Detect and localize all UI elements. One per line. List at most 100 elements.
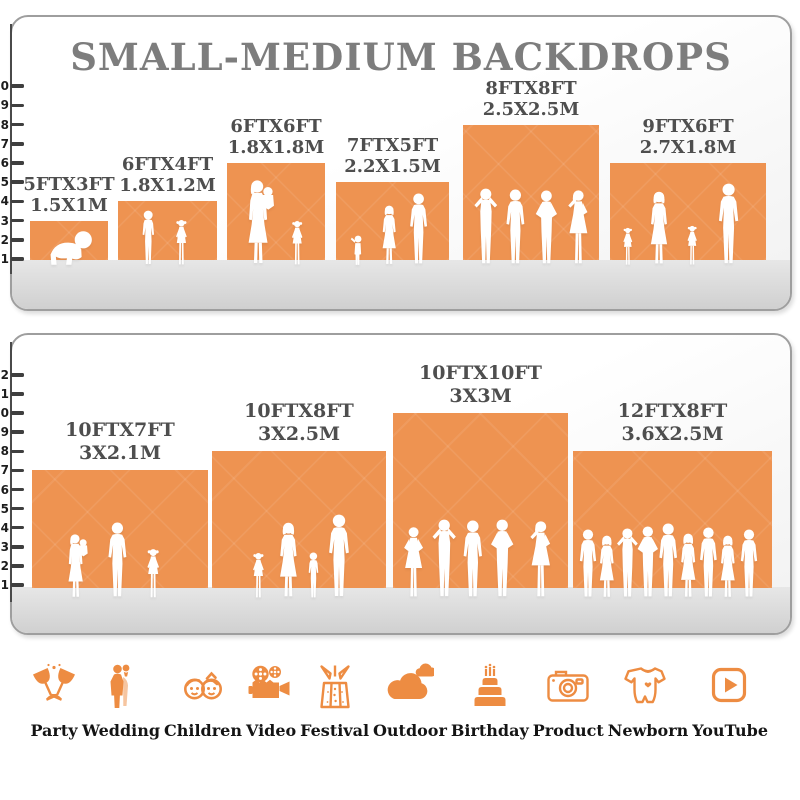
woman-carrying-child-silhouette — [68, 534, 88, 597]
woman-silhouette — [650, 191, 668, 264]
scale-tick-label: 10 — [0, 406, 9, 421]
backdrop-size-label: 10FTX7FT 3X2.1M — [65, 419, 175, 465]
backdrop-size-label: 10FTX10FT 3X3M — [419, 362, 542, 408]
festival-icon — [319, 665, 350, 709]
woman-silhouette — [382, 205, 396, 264]
scale-tick-mark — [11, 161, 24, 165]
scale-tick-label: 9 — [0, 425, 9, 440]
category-glyph — [706, 658, 754, 714]
category-label: Party — [30, 721, 78, 740]
woman-silhouette — [279, 522, 297, 597]
birthday-icon — [474, 663, 506, 706]
scale-tick-mark — [11, 142, 24, 146]
scale-tick-label: 3 — [0, 539, 9, 554]
girl-silhouette — [147, 549, 159, 598]
girl-silhouette — [175, 220, 187, 265]
scale-tick-mark — [11, 392, 24, 396]
man-silhouette — [719, 183, 739, 264]
newborn-icon — [624, 667, 666, 704]
page-title: SMALL-MEDIUM BACKDROPS — [70, 35, 732, 79]
scale-tick-label: 12 — [0, 367, 9, 382]
man-hands-on-hips-silhouette — [490, 519, 514, 597]
man-silhouette — [410, 193, 428, 264]
scale-tick-label: 3 — [0, 213, 9, 228]
scale-tick-mark — [11, 411, 24, 415]
girl-silhouette — [687, 225, 697, 265]
girl-silhouette — [291, 221, 303, 265]
scale-tick-mark — [11, 506, 24, 511]
category-party: Party — [30, 658, 78, 740]
size-meters-text: 3X2.5M — [257, 423, 341, 446]
scale-tick-label: 2 — [0, 558, 9, 573]
size-feet-text: 10FTX8FT — [244, 400, 354, 423]
scale-tick-label: 4 — [0, 520, 9, 535]
scale-tick-label: 1 — [0, 252, 9, 266]
category-label: Video — [245, 721, 297, 740]
category-label: Festival — [300, 721, 370, 740]
size-meters-text: 2.5X2.5M — [482, 98, 580, 120]
size-meters-text: 3X3M — [449, 385, 512, 408]
video-icon — [248, 665, 290, 698]
man-silhouette — [329, 514, 349, 597]
size-feet-text: 6FTX6FT — [230, 116, 322, 137]
scale-tick-mark — [11, 583, 24, 587]
size-meters-text: 1.8X1.2M — [119, 175, 216, 197]
category-glyph — [386, 658, 434, 714]
scale-ruler-line — [10, 342, 12, 602]
scale-tick-mark — [11, 122, 24, 127]
backdrop-bar — [118, 201, 217, 260]
scale-tick-label: 6 — [0, 156, 9, 170]
category-children: Children — [164, 658, 242, 740]
category-youtube: YouTube — [692, 658, 768, 740]
size-feet-text: 10FTX7FT — [65, 419, 175, 442]
category-glyph — [544, 658, 592, 714]
size-feet-text: 9FTX6FT — [642, 116, 734, 137]
size-feet-text: 7FTX5FT — [346, 135, 439, 157]
product-icon — [547, 670, 589, 702]
category-glyph — [466, 658, 514, 714]
category-label: Newborn — [607, 721, 689, 740]
woman-hands-on-hips-silhouette — [404, 527, 424, 597]
panel-floor — [12, 587, 790, 633]
scale-tick-mark — [11, 218, 24, 223]
man-silhouette — [506, 189, 524, 264]
scale-tick-mark — [11, 564, 24, 568]
scale-tick-label: 7 — [0, 463, 9, 478]
backdrop-size-label: 7FTX5FT 2.2X1.5M — [344, 135, 441, 177]
scale-tick-label: 8 — [0, 117, 9, 132]
backdrop-bar — [212, 451, 386, 588]
category-label: Outdoor — [372, 721, 447, 740]
scale-tick-mark — [11, 103, 24, 108]
scale-tick-label: 2 — [0, 232, 9, 247]
category-glyph — [97, 658, 145, 714]
size-meters-text: 3.6X2.5M — [621, 423, 724, 446]
youtube-icon — [712, 667, 747, 703]
scale-tick-mark — [11, 525, 24, 530]
category-glyph — [311, 658, 359, 714]
boy-silhouette — [142, 210, 154, 265]
scale-tick-mark — [11, 430, 24, 434]
man-hands-on-hips-silhouette — [535, 190, 557, 264]
category-newborn: Newborn — [607, 658, 689, 740]
scale-tick-mark — [11, 449, 24, 454]
man-silhouette — [740, 529, 758, 597]
man-silhouette — [108, 522, 126, 597]
scale-tick-mark — [11, 199, 24, 204]
man-silhouette — [463, 520, 483, 597]
scale-tick-mark — [11, 84, 24, 88]
category-glyph — [179, 658, 227, 714]
category-glyph — [624, 658, 672, 714]
backdrop-bar — [227, 163, 325, 260]
scale-tick-mark — [11, 487, 24, 492]
scale-tick-label: 10 — [0, 79, 9, 94]
scale-tick-mark — [11, 180, 24, 184]
backdrop-size-label: 6FTX6FT 1.8X1.8M — [228, 116, 325, 158]
category-wedding: Wedding — [82, 658, 160, 740]
man-stretching-silhouette — [474, 188, 498, 264]
backdrop-size-label: 12FTX8FT 3.6X2.5M — [618, 400, 728, 446]
woman-posing-silhouette — [530, 521, 551, 597]
scale-tick-label: 7 — [0, 136, 9, 151]
boy-silhouette — [308, 552, 318, 598]
backdrop-bar — [30, 220, 108, 260]
